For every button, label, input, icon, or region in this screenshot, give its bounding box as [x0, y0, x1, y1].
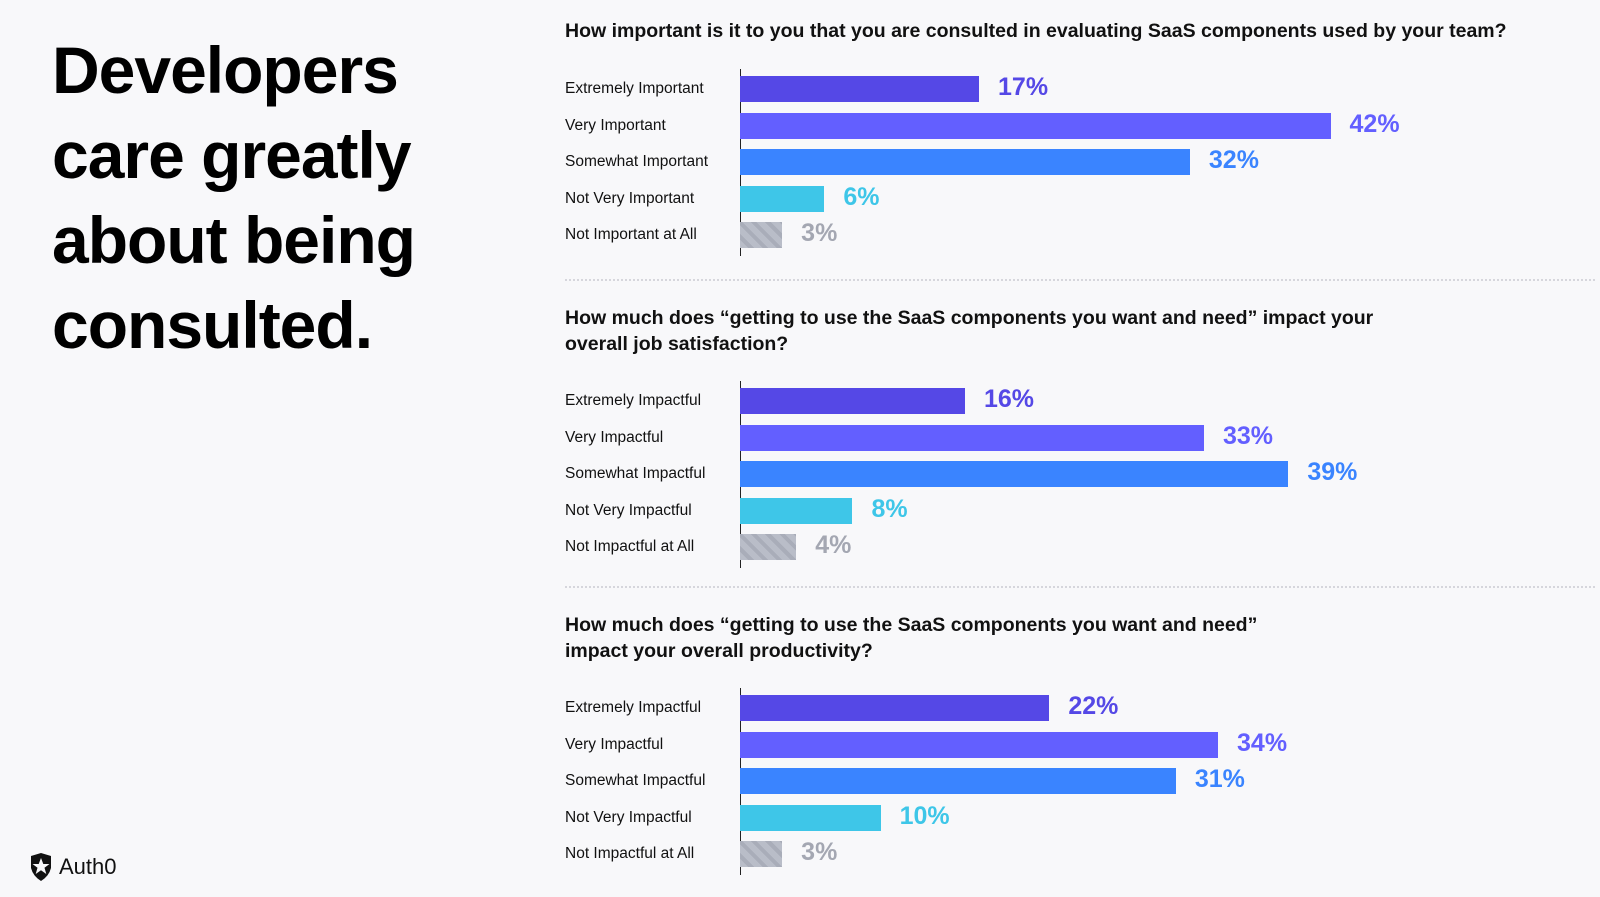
category-label: Not Impactful at All	[565, 538, 695, 556]
category-label: Extremely Impactful	[565, 392, 702, 409]
category-label: Somewhat Important	[565, 153, 709, 171]
bar-row: Somewhat Impactful 39%	[565, 456, 1595, 492]
bar	[740, 497, 853, 524]
data-label: 3%	[801, 838, 838, 867]
bar-chart-satisfaction: Extremely Impactful 16% Very Impactful 33% S…	[565, 381, 1595, 571]
data-label: 34%	[1237, 728, 1288, 757]
data-label: 22%	[1068, 692, 1119, 720]
auth0-shield-star-icon	[31, 853, 51, 881]
chart-section-satisfaction: How much does “getting to use the SaaS c…	[565, 305, 1595, 571]
bar	[740, 76, 980, 102]
bar-chart-importance: Extremely Important 17% Very Important 42% S…	[565, 69, 1595, 259]
chart-section-productivity: How much does “getting to use the SaaS c…	[565, 612, 1595, 878]
category-label: Very Impactful	[565, 735, 664, 753]
data-label: 17%	[998, 73, 1049, 101]
category-label: Not Very Important	[565, 189, 695, 207]
data-label: 39%	[1307, 458, 1358, 487]
bar-row: Very Impactful 34%	[565, 727, 1595, 763]
chart-title: How much does “getting to use the SaaS c…	[565, 614, 1258, 662]
logo-text: Auth0	[59, 854, 117, 879]
divider	[565, 586, 1595, 588]
bar-row: Very Important 42%	[565, 108, 1595, 144]
chart-title: How important is it to you that you are …	[565, 20, 1507, 42]
bar	[740, 804, 881, 831]
data-label: 10%	[899, 801, 950, 830]
category-label: Very Impactful	[565, 428, 664, 446]
bar	[740, 185, 825, 212]
category-label: Somewhat Impactful	[565, 772, 706, 790]
category-label: Not Impactful at All	[565, 845, 695, 863]
data-label: 32%	[1208, 146, 1259, 175]
bar	[740, 534, 797, 561]
bar-row: Not Impactful at All 4%	[565, 529, 1595, 565]
category-label: Not Very Impactful	[565, 808, 692, 826]
bar-chart-productivity: Extremely Impactful 22% Very Impactful 34% S…	[565, 688, 1595, 878]
category-label: Extremely Impactful	[565, 699, 702, 716]
data-label: 16%	[983, 385, 1034, 413]
bar	[740, 388, 965, 414]
category-label: Very Important	[565, 116, 666, 134]
bar-row: Not Very Important 6%	[565, 181, 1595, 217]
bar	[740, 222, 783, 249]
data-label: 4%	[815, 531, 852, 560]
bar	[740, 841, 783, 868]
headline: Developers care greatly about being cons…	[52, 33, 416, 362]
data-label: 33%	[1222, 421, 1274, 450]
bar	[740, 149, 1190, 176]
bar-row: Extremely Important 17%	[565, 71, 1595, 107]
bar	[740, 112, 1331, 139]
bar-row: Not Impactful at All 3%	[565, 836, 1595, 872]
data-label: 31%	[1194, 765, 1245, 794]
bar-row: Not Very Impactful 8%	[565, 493, 1595, 529]
bar-row: Somewhat Important 32%	[565, 144, 1595, 180]
bar-row: Not Very Impactful 10%	[565, 800, 1595, 836]
divider	[565, 279, 1595, 281]
bar-row: Extremely Impactful 16%	[565, 383, 1595, 419]
chart-section-importance: How important is it to you that you are …	[565, 18, 1595, 259]
bar	[740, 695, 1050, 721]
category-label: Extremely Important	[565, 80, 704, 97]
bar	[740, 731, 1219, 758]
category-label: Not Important at All	[565, 226, 697, 244]
chart-title: How much does “getting to use the SaaS c…	[565, 307, 1374, 355]
bar-row: Extremely Impactful 22%	[565, 690, 1595, 726]
auth0-logo: Auth0	[28, 853, 117, 881]
category-label: Not Very Impactful	[565, 501, 692, 519]
bar-row: Not Important at All 3%	[565, 217, 1595, 253]
category-label: Somewhat Impactful	[565, 465, 706, 483]
data-label: 3%	[801, 219, 838, 248]
data-label: 42%	[1349, 109, 1400, 138]
bar	[740, 461, 1289, 488]
bar	[740, 768, 1176, 795]
bar	[740, 424, 1204, 451]
data-label: 8%	[871, 494, 908, 523]
data-label: 6%	[843, 182, 880, 211]
bar-row: Somewhat Impactful 31%	[565, 763, 1595, 799]
bar-row: Very Impactful 33%	[565, 420, 1595, 456]
